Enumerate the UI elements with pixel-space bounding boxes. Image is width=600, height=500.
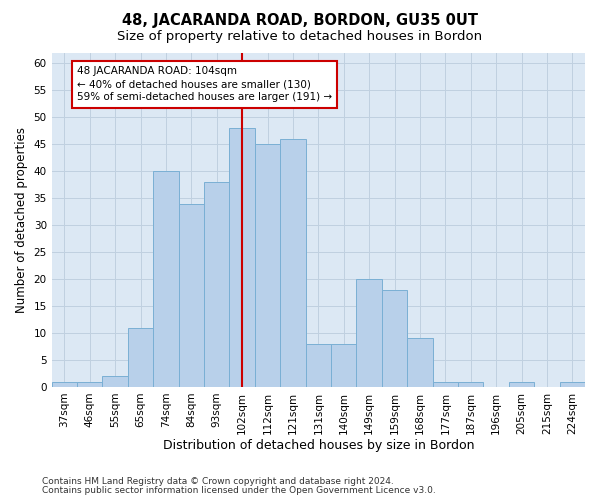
Bar [458, 382, 484, 387]
Text: 48 JACARANDA ROAD: 104sqm
← 40% of detached houses are smaller (130)
59% of semi: 48 JACARANDA ROAD: 104sqm ← 40% of detac… [77, 66, 332, 102]
Text: Contains HM Land Registry data © Crown copyright and database right 2024.: Contains HM Land Registry data © Crown c… [42, 477, 394, 486]
Bar [382, 290, 407, 387]
Bar [128, 328, 153, 387]
Bar [52, 382, 77, 387]
Y-axis label: Number of detached properties: Number of detached properties [15, 126, 28, 312]
Bar [356, 279, 382, 387]
Bar [103, 376, 128, 387]
Bar [433, 382, 458, 387]
Bar [77, 382, 103, 387]
Text: Size of property relative to detached houses in Bordon: Size of property relative to detached ho… [118, 30, 482, 43]
Bar [305, 344, 331, 387]
Text: 48, JACARANDA ROAD, BORDON, GU35 0UT: 48, JACARANDA ROAD, BORDON, GU35 0UT [122, 12, 478, 28]
Bar [560, 382, 585, 387]
Bar [280, 139, 305, 387]
Text: Contains public sector information licensed under the Open Government Licence v3: Contains public sector information licen… [42, 486, 436, 495]
Bar [509, 382, 534, 387]
Bar [153, 171, 179, 387]
Bar [331, 344, 356, 387]
Bar [179, 204, 204, 387]
Bar [255, 144, 280, 387]
X-axis label: Distribution of detached houses by size in Bordon: Distribution of detached houses by size … [163, 440, 474, 452]
Bar [204, 182, 229, 387]
Bar [407, 338, 433, 387]
Bar [229, 128, 255, 387]
